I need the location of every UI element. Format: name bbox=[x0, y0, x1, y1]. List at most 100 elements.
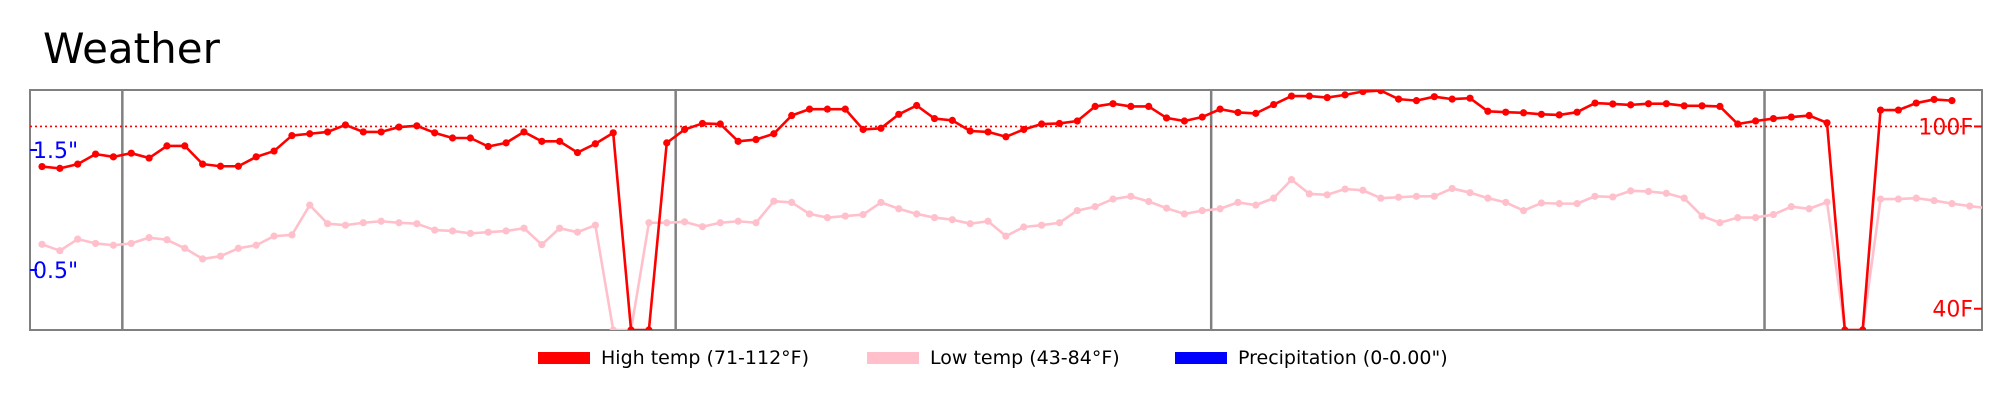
data-point-high bbox=[1752, 117, 1760, 125]
data-point-low bbox=[127, 239, 135, 248]
data-point-high bbox=[1555, 111, 1563, 119]
data-point-high bbox=[1145, 102, 1153, 111]
data-point-high bbox=[538, 137, 546, 145]
data-point-low bbox=[1644, 187, 1653, 196]
data-point-low bbox=[413, 220, 421, 228]
data-point-high bbox=[1734, 120, 1742, 128]
data-point-high bbox=[377, 128, 385, 136]
data-point-high bbox=[681, 125, 689, 134]
data-point-high bbox=[1894, 106, 1902, 114]
data-point-low bbox=[56, 247, 64, 255]
data-point-low bbox=[1805, 205, 1813, 213]
data-point-low bbox=[1716, 219, 1724, 227]
data-point-low bbox=[74, 235, 82, 243]
data-point-low bbox=[895, 205, 903, 213]
data-point-low bbox=[1305, 190, 1313, 198]
data-point-high bbox=[734, 137, 742, 145]
data-point-high bbox=[1644, 100, 1653, 108]
data-point-high bbox=[1787, 113, 1795, 121]
data-point-high bbox=[1716, 102, 1724, 111]
data-point-high bbox=[930, 114, 939, 123]
data-point-low bbox=[1966, 202, 1974, 210]
data-point-high bbox=[556, 137, 564, 145]
chart-title: Weather bbox=[43, 24, 221, 73]
data-point-low bbox=[841, 212, 849, 220]
data-point-low bbox=[1323, 191, 1331, 199]
data-point-low bbox=[234, 244, 242, 252]
series-low-temp bbox=[38, 176, 1991, 330]
precip-tick-label: 1.5" bbox=[33, 139, 78, 164]
data-point-low bbox=[377, 217, 385, 225]
precip-axis: 1.5" 0.5" bbox=[30, 139, 78, 284]
data-point-low bbox=[1537, 199, 1545, 207]
data-point-low bbox=[1787, 203, 1795, 211]
data-point-low bbox=[1252, 201, 1260, 209]
data-point-high bbox=[1930, 95, 1938, 104]
data-point-low bbox=[1519, 207, 1528, 215]
legend-label-low: Low temp (43-84°F) bbox=[930, 347, 1120, 369]
legend-label-high: High temp (71-112°F) bbox=[601, 347, 809, 369]
data-point-high bbox=[573, 148, 582, 157]
data-point-high bbox=[716, 120, 724, 128]
data-point-high bbox=[1430, 93, 1438, 101]
data-point-high bbox=[1519, 109, 1528, 117]
data-point-high bbox=[1502, 108, 1510, 116]
data-point-high bbox=[1609, 100, 1617, 108]
data-point-high bbox=[145, 154, 153, 162]
data-point-low bbox=[1127, 192, 1135, 200]
data-point-high bbox=[627, 326, 635, 330]
data-point-high bbox=[663, 139, 671, 147]
data-point-high bbox=[359, 128, 367, 136]
data-point-high bbox=[431, 129, 439, 137]
data-point-low bbox=[181, 244, 189, 252]
data-point-high bbox=[1305, 92, 1313, 100]
data-point-high bbox=[1948, 97, 1956, 105]
data-point-low bbox=[1198, 207, 1206, 215]
data-point-high bbox=[1537, 110, 1545, 118]
data-point-high bbox=[1055, 119, 1064, 128]
data-point-low bbox=[1912, 194, 1920, 202]
data-point-low bbox=[1216, 205, 1224, 213]
data-point-high bbox=[984, 128, 992, 136]
data-point-low bbox=[1484, 194, 1492, 202]
data-point-high bbox=[199, 160, 207, 168]
data-point-low bbox=[877, 198, 885, 207]
data-point-low bbox=[1680, 194, 1688, 202]
data-point-high bbox=[270, 147, 278, 155]
data-point-low bbox=[288, 231, 296, 239]
data-point-high bbox=[1002, 133, 1010, 141]
data-point-high bbox=[770, 130, 778, 138]
temp-tick-label: 100F bbox=[1918, 115, 1973, 140]
data-point-low bbox=[930, 213, 939, 222]
data-point-low bbox=[573, 228, 582, 236]
data-point-low bbox=[770, 197, 778, 205]
data-point-high bbox=[895, 110, 903, 118]
data-point-low bbox=[38, 240, 46, 248]
data-point-high bbox=[163, 142, 171, 150]
data-point-high bbox=[966, 127, 974, 135]
legend-label-precip: Precipitation (0-0.00") bbox=[1238, 347, 1448, 369]
data-point-high bbox=[591, 140, 599, 148]
precip-tick-label: 0.5" bbox=[33, 259, 78, 284]
data-point-low bbox=[1752, 213, 1760, 222]
data-point-low bbox=[1270, 194, 1278, 202]
data-point-low bbox=[1984, 205, 1991, 212]
data-point-high bbox=[1287, 92, 1296, 100]
data-point-low bbox=[270, 232, 278, 240]
data-point-high bbox=[413, 122, 421, 130]
data-point-low bbox=[1466, 189, 1474, 197]
data-point-high bbox=[1109, 100, 1117, 108]
data-point-high bbox=[252, 153, 260, 161]
data-point-low bbox=[1894, 195, 1902, 203]
data-point-high bbox=[859, 125, 867, 134]
data-point-low bbox=[1609, 193, 1617, 201]
data-point-low bbox=[199, 255, 207, 263]
data-point-high bbox=[1841, 326, 1849, 330]
data-point-low bbox=[1395, 193, 1403, 201]
data-point-high bbox=[306, 130, 314, 138]
data-point-low bbox=[752, 219, 760, 227]
data-point-low bbox=[1038, 221, 1046, 229]
data-point-low bbox=[984, 217, 992, 225]
data-point-high bbox=[948, 116, 956, 124]
